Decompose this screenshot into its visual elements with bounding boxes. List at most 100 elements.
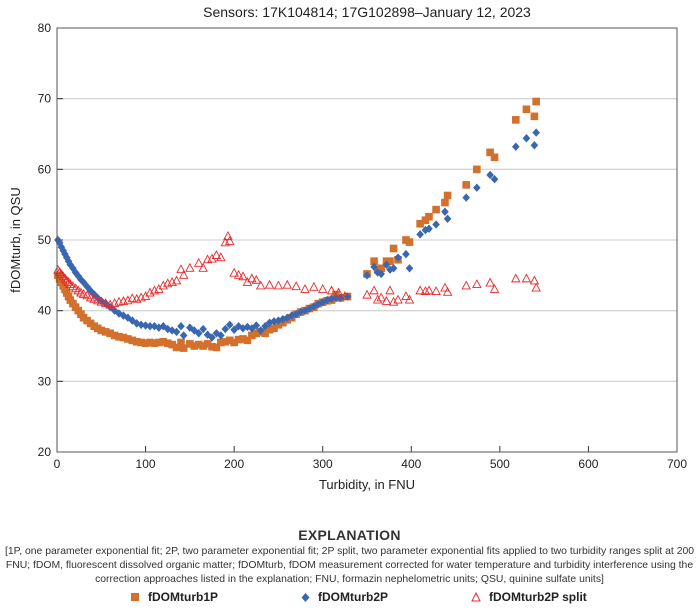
- data-point: [369, 285, 379, 295]
- data-point: [61, 275, 72, 285]
- data-point: [216, 252, 226, 262]
- data-point: [186, 340, 194, 348]
- data-point: [221, 337, 230, 346]
- data-point: [146, 322, 154, 331]
- data-point: [326, 285, 337, 295]
- data-point: [532, 128, 540, 137]
- data-point: [401, 291, 411, 300]
- data-point: [377, 269, 385, 279]
- data-point: [389, 244, 398, 253]
- diamond-marker-icon: [301, 592, 310, 602]
- data-point: [171, 275, 182, 285]
- data-point: [248, 331, 256, 340]
- data-point: [208, 333, 216, 342]
- legend-label: fDOMturb1P: [148, 590, 218, 604]
- data-point: [376, 292, 386, 302]
- data-point: [172, 327, 181, 337]
- data-point: [522, 134, 531, 143]
- data-point: [224, 235, 235, 245]
- data-point: [155, 338, 163, 347]
- data-point: [305, 304, 314, 313]
- data-point: [486, 170, 494, 180]
- data-point: [163, 339, 172, 347]
- data-point: [179, 331, 188, 340]
- data-point: [442, 286, 453, 296]
- square-marker-icon: [131, 592, 139, 601]
- x-tick-label: 0: [54, 457, 61, 471]
- data-point: [193, 257, 204, 267]
- data-point: [529, 275, 540, 285]
- data-point: [261, 322, 269, 331]
- x-tick-label: 200: [224, 457, 244, 471]
- data-point: [150, 339, 159, 347]
- data-point: [82, 290, 92, 300]
- data-point: [273, 280, 284, 290]
- data-point: [389, 264, 398, 273]
- data-point: [405, 238, 414, 246]
- data-point: [432, 220, 440, 229]
- data-point: [386, 257, 394, 265]
- data-point: [137, 338, 145, 347]
- data-point: [54, 235, 62, 245]
- explanation-heading: EXPLANATION: [298, 527, 401, 543]
- y-tick-label: 50: [38, 233, 52, 247]
- data-point: [372, 294, 383, 304]
- y-tick-label: 70: [38, 92, 52, 106]
- data-point: [97, 326, 106, 335]
- data-point: [247, 273, 257, 283]
- data-point: [521, 273, 532, 283]
- data-point: [145, 287, 155, 297]
- data-point: [53, 264, 63, 274]
- data-point: [101, 328, 110, 336]
- data-point: [203, 340, 212, 348]
- data-point: [388, 296, 399, 306]
- y-tick-label: 30: [38, 374, 52, 388]
- x-tick-label: 500: [490, 457, 510, 471]
- data-point: [230, 325, 238, 334]
- data-point: [158, 280, 169, 290]
- data-point: [141, 321, 150, 330]
- data-point: [486, 148, 494, 157]
- data-point: [292, 310, 300, 319]
- data-point: [462, 193, 470, 202]
- data-point: [146, 338, 154, 347]
- data-point: [96, 296, 107, 306]
- data-point: [199, 342, 207, 350]
- data-point: [317, 284, 328, 293]
- x-tick-label: 400: [401, 457, 421, 471]
- data-point: [264, 279, 275, 289]
- y-axis-label: fDOMturb, in QSU: [8, 187, 23, 292]
- data-point: [431, 286, 441, 296]
- data-point: [415, 285, 425, 295]
- data-point: [177, 322, 185, 331]
- data-point: [106, 302, 114, 312]
- x-axis-label: Turbidity, in FNU: [319, 477, 415, 492]
- data-point: [370, 257, 378, 265]
- data-point: [238, 271, 248, 281]
- data-point: [199, 324, 207, 334]
- data-point: [441, 207, 449, 216]
- data-point: [132, 337, 141, 346]
- data-point: [179, 344, 188, 352]
- y-tick-label: 80: [38, 21, 52, 35]
- data-point: [211, 250, 222, 259]
- data-point: [212, 329, 221, 338]
- data-point: [490, 175, 499, 184]
- data-point: [283, 313, 292, 322]
- data-point: [243, 336, 252, 345]
- data-point: [485, 277, 495, 287]
- data-point: [405, 264, 414, 273]
- data-point: [106, 329, 114, 338]
- data-point: [370, 262, 378, 272]
- data-point: [203, 330, 212, 339]
- data-point: [394, 253, 402, 262]
- data-point: [256, 326, 265, 335]
- data-point: [489, 284, 500, 293]
- data-point: [110, 331, 119, 340]
- explanation: EXPLANATION [1P, one parameter exponenti…: [0, 527, 699, 587]
- data-point: [239, 335, 247, 343]
- data-point: [420, 286, 431, 296]
- data-point: [225, 336, 234, 345]
- data-point: [55, 238, 64, 248]
- data-point: [194, 340, 203, 349]
